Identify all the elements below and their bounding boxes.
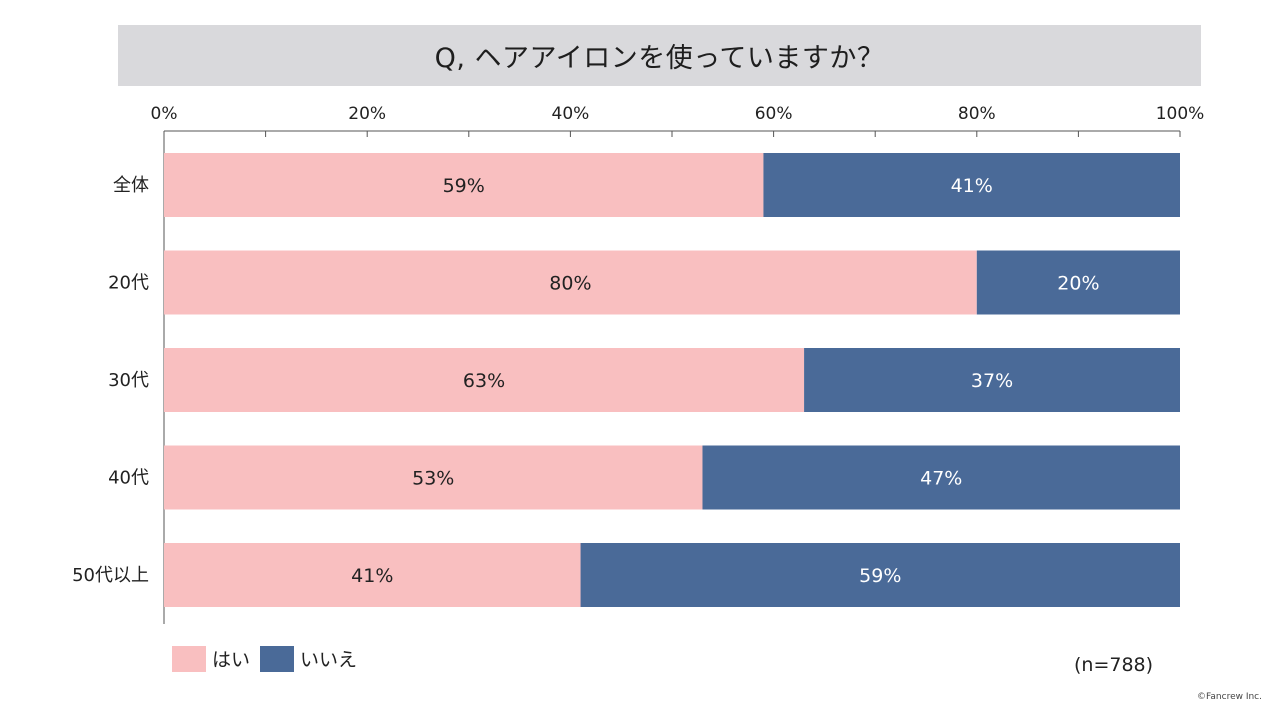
data-label: 80%	[549, 273, 591, 295]
category-label: 50代以上	[72, 565, 149, 586]
data-label: 63%	[463, 370, 505, 392]
bar-segment-yes	[164, 543, 581, 607]
x-tick-label: 60%	[755, 104, 793, 124]
category-label: 20代	[108, 273, 149, 294]
data-label: 41%	[951, 175, 993, 197]
bar-segment-no	[763, 153, 1180, 217]
legend-label-no: いいえ	[300, 649, 358, 671]
bar-segment-no	[976, 250, 1180, 315]
chart-title: Q, ヘアアイロンを使っていますか？	[434, 43, 885, 74]
legend-swatch-no	[260, 645, 295, 672]
data-label: 37%	[971, 370, 1013, 392]
bar-segment-yes	[164, 250, 977, 315]
bar-segment-no	[580, 543, 1180, 607]
sample-size-note: (n=788)	[1074, 654, 1154, 676]
bar-segment-no	[702, 445, 1180, 510]
legend-swatch-yes	[172, 645, 206, 672]
category-label: 40代	[108, 468, 149, 489]
data-label: 41%	[351, 565, 393, 587]
data-label: 59%	[859, 565, 901, 587]
x-tick-label: 0%	[151, 104, 178, 124]
x-tick-label: 80%	[958, 104, 996, 124]
bar-segment-yes	[164, 348, 805, 412]
bar-segment-yes	[164, 445, 703, 510]
data-label: 20%	[1057, 273, 1099, 295]
title-bar: Q, ヘアアイロンを使っていますか？	[118, 25, 1201, 86]
legend: はい いいえ	[172, 645, 357, 672]
x-tick-label: 40%	[552, 104, 590, 124]
category-label: 全体	[113, 175, 149, 196]
legend-item-yes: はい	[172, 645, 250, 672]
data-label: 47%	[920, 468, 962, 490]
data-label: 53%	[412, 468, 454, 490]
legend-item-no: いいえ	[260, 645, 357, 672]
legend-label-yes: はい	[212, 649, 251, 671]
category-label: 30代	[108, 370, 149, 391]
bar-segment-yes	[164, 153, 764, 217]
copyright-text: ©Fancrew Inc.	[1197, 692, 1262, 702]
bar-segment-no	[804, 348, 1180, 412]
x-tick-label: 100%	[1156, 104, 1205, 124]
data-label: 59%	[443, 175, 485, 197]
x-tick-label: 20%	[348, 104, 386, 124]
